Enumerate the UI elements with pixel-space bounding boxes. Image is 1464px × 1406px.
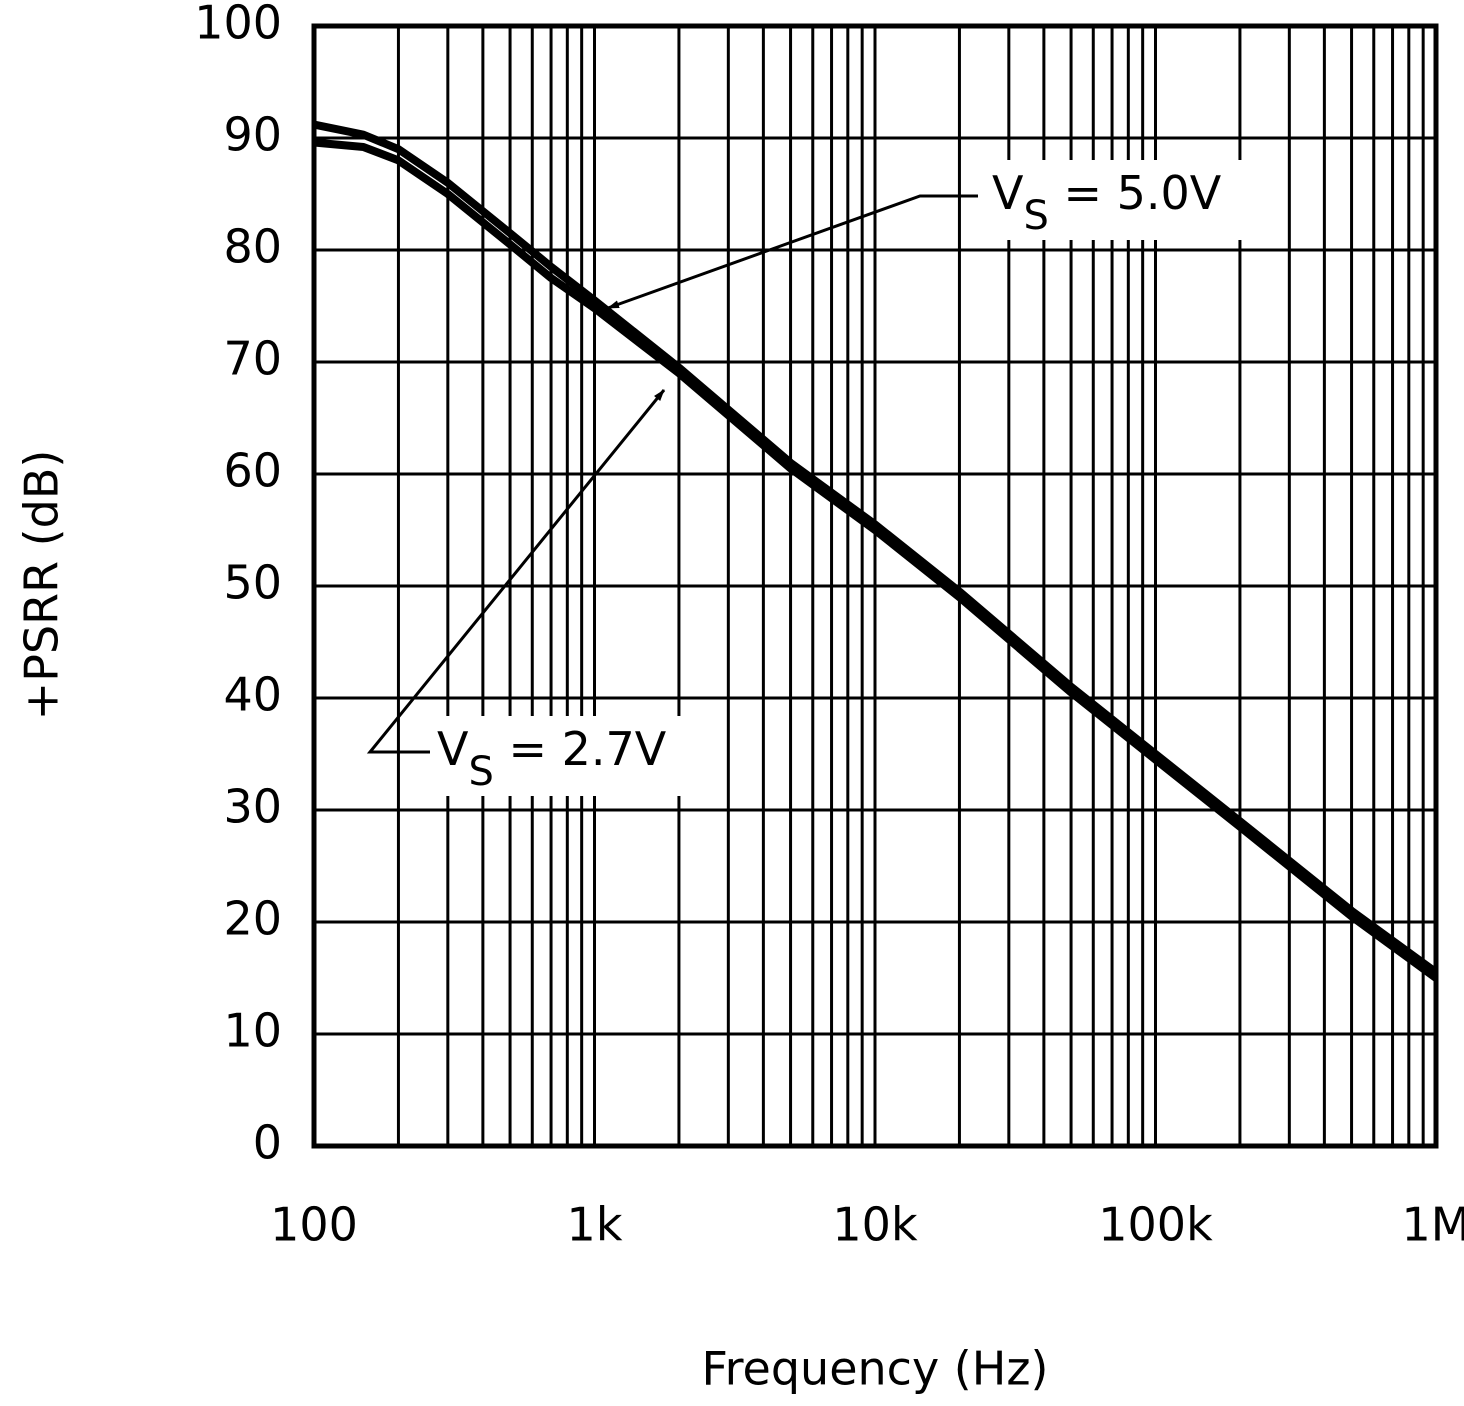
annotation-label: VS = 5.0V	[992, 166, 1222, 240]
annotation-arrow	[607, 194, 978, 310]
series-line	[313, 138, 1439, 982]
annotation-bg	[432, 716, 722, 796]
y-tick-label: 100	[194, 0, 282, 50]
x-tick-label: 1M	[1402, 1198, 1464, 1252]
y-tick-label: 30	[223, 780, 282, 834]
plot-frame	[311, 23, 1439, 1149]
y-tick-label: 90	[223, 108, 282, 162]
series-line	[313, 120, 1439, 976]
x-tick-label: 100k	[1098, 1198, 1213, 1252]
y-tick-label: 80	[223, 220, 282, 274]
y-tick-label: 70	[223, 332, 282, 386]
y-tick-label: 60	[223, 444, 282, 498]
y-tick-label: 10	[223, 1004, 282, 1058]
y-tick-label: 0	[253, 1116, 282, 1170]
series-group	[313, 120, 1439, 982]
y-tick-label: 20	[223, 892, 282, 946]
x-tick-label: 100	[270, 1198, 358, 1252]
y-tick-label: 50	[223, 556, 282, 610]
annotation-label: VS = 2.7V	[437, 722, 667, 796]
x-tick-label: 1k	[567, 1198, 623, 1252]
x-tick-label: 10k	[832, 1198, 918, 1252]
annotation-arrow	[366, 389, 666, 754]
y-tick-label: 40	[223, 668, 282, 722]
y-axis-title: +PSRR (dB)	[15, 450, 69, 721]
annotation-bg	[984, 160, 1276, 240]
x-axis-title: Frequency (Hz)	[702, 1342, 1049, 1396]
